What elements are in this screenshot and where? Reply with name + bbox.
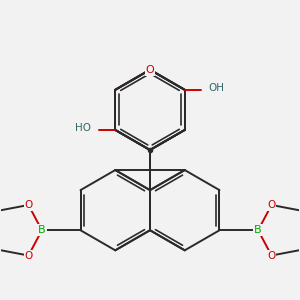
Text: O: O bbox=[267, 250, 276, 260]
Text: B: B bbox=[254, 225, 262, 235]
Text: O: O bbox=[146, 65, 154, 75]
Text: O: O bbox=[24, 250, 33, 260]
Text: O: O bbox=[267, 200, 276, 210]
Text: B: B bbox=[38, 225, 46, 235]
Text: O: O bbox=[24, 200, 33, 210]
Text: HO: HO bbox=[76, 124, 91, 134]
Text: OH: OH bbox=[208, 83, 224, 93]
